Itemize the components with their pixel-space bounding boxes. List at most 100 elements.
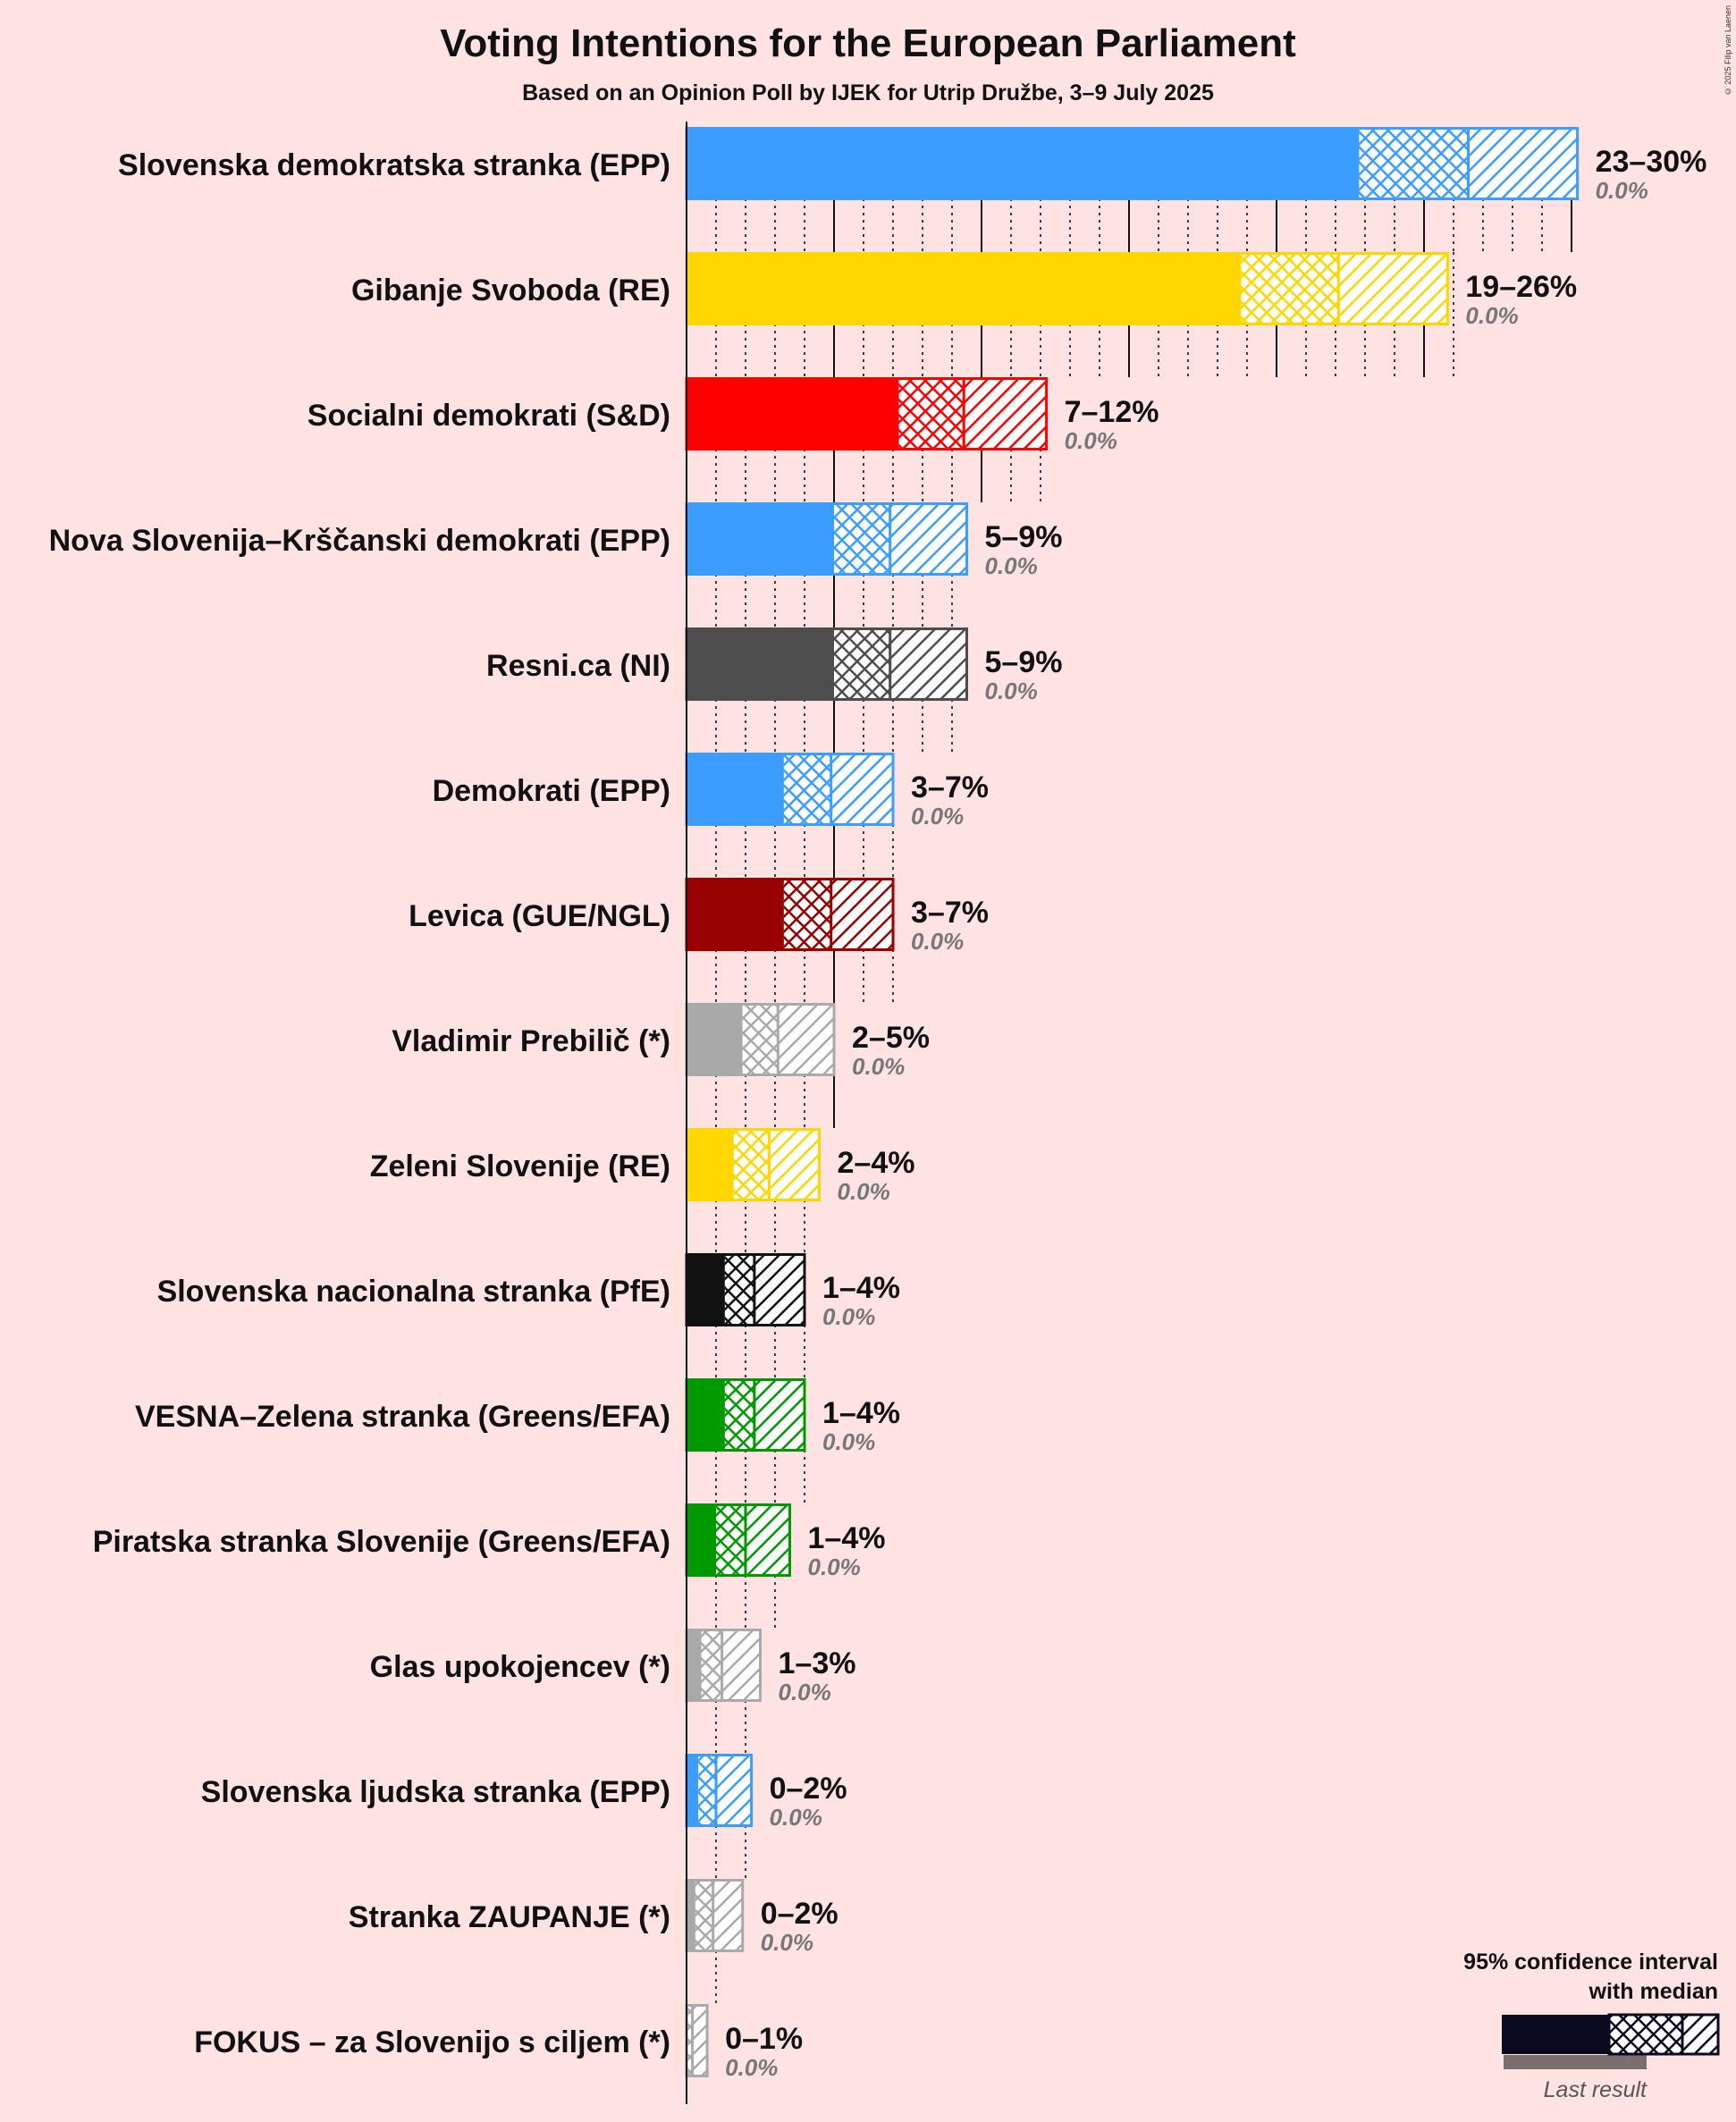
range-label: 0–1% [725, 2022, 803, 2056]
copyright-notice: © 2025 Filip van Laenen [1723, 5, 1732, 97]
bar-ci-upper [716, 1754, 752, 1827]
last-result-label: 0.0% [985, 552, 1038, 579]
bar-solid [687, 252, 1242, 325]
bar-ci-lower [698, 1754, 716, 1827]
party-label: Stranka ZAUPANJE (*) [349, 1900, 670, 1934]
legend-title-line1: 95% confidence interval [1463, 1949, 1718, 1975]
range-label: 1–4% [822, 1396, 900, 1430]
party-label: Piratska stranka Slovenije (Greens/EFA) [93, 1525, 670, 1559]
party-label: Levica (GUE/NGL) [409, 899, 670, 933]
range-label: 23–30% [1596, 145, 1707, 179]
last-result-label: 0.0% [1465, 302, 1518, 329]
last-result-label: 0.0% [808, 1554, 861, 1580]
bar-ci-upper [1338, 252, 1448, 325]
bar-solid [687, 502, 834, 576]
party-label: Vladimir Prebilič (*) [392, 1024, 670, 1058]
bar-ci-lower [742, 1003, 779, 1076]
legend-crosshatch-swatch [1607, 2013, 1684, 2056]
bar-solid [687, 1378, 725, 1452]
party-label: Demokrati (EPP) [433, 774, 670, 808]
bar-ci-lower [834, 627, 890, 701]
last-result-label: 0.0% [838, 1178, 890, 1205]
bar-ci-lower [1241, 252, 1339, 325]
party-label: Zeleni Slovenije (RE) [370, 1149, 670, 1183]
bar-ci-upper [830, 753, 893, 826]
party-label: Slovenska ljudska stranka (EPP) [201, 1775, 670, 1809]
bar-ci-upper [964, 377, 1047, 451]
bar-solid [687, 878, 784, 951]
legend-last-result-bar [1504, 2055, 1647, 2069]
bar-ci-upper [1468, 127, 1578, 200]
bar-solid [687, 127, 1360, 200]
last-result-label: 0.0% [985, 678, 1038, 704]
range-label: 3–7% [911, 896, 989, 930]
bar-ci-lower [687, 2004, 693, 2077]
range-label: 2–5% [852, 1021, 930, 1055]
bar-solid [687, 1128, 734, 1201]
bar-ci-lower [716, 1503, 746, 1577]
bar-ci-lower [701, 1629, 722, 1702]
legend: 95% confidence interval with median Last… [1463, 1949, 1720, 2102]
party-label: Gibanje Svoboda (RE) [351, 274, 670, 307]
bar-ci-lower [724, 1253, 754, 1326]
last-result-label: 0.0% [911, 928, 964, 955]
chart-title: Voting Intentions for the European Parli… [440, 21, 1296, 65]
bar-ci-lower [695, 1879, 713, 1952]
last-result-label: 0.0% [761, 1929, 813, 1956]
bar-ci-lower [898, 377, 965, 451]
bar-ci-lower [1359, 127, 1469, 200]
bar-ci-upper [746, 1503, 790, 1577]
legend-title-line2: with median [1589, 1979, 1718, 2004]
bar-ci-lower [733, 1128, 770, 1201]
range-label: 0–2% [770, 1772, 847, 1806]
bar-solid [687, 1003, 743, 1076]
bar-ci-upper [889, 627, 967, 701]
last-result-label: 0.0% [1596, 177, 1648, 204]
bar-solid [687, 1503, 716, 1577]
bar-ci-upper [778, 1003, 834, 1076]
party-label: Socialni demokrati (S&D) [308, 399, 670, 433]
last-result-label: 0.0% [770, 1804, 822, 1831]
range-label: 7–12% [1065, 395, 1159, 429]
bar-solid [687, 1629, 702, 1702]
party-label: Slovenska nacionalna stranka (PfE) [157, 1275, 670, 1309]
legend-last-result-label: Last result [1544, 2077, 1648, 2102]
party-label: Nova Slovenija–Krščanski demokrati (EPP) [49, 524, 670, 558]
bar-solid [687, 1754, 699, 1827]
bar-ci-upper [754, 1378, 805, 1452]
bar-ci-upper [769, 1128, 820, 1201]
party-label: Resni.ca (NI) [486, 649, 670, 683]
last-result-label: 0.0% [911, 803, 964, 829]
bar-ci-lower [783, 878, 831, 951]
bar-ci-upper [889, 502, 967, 576]
labels: Slovenska demokratska stranka (EPP) 23–30… [49, 145, 1707, 2081]
range-label: 2–4% [838, 1146, 915, 1180]
bar-solid [687, 753, 784, 826]
range-label: 5–9% [985, 520, 1063, 554]
legend-hatch-swatch [1681, 2013, 1720, 2056]
bar-solid [687, 1879, 695, 1952]
range-label: 1–4% [822, 1271, 900, 1305]
bar-ci-upper [712, 1879, 743, 1952]
bar-solid [687, 377, 899, 451]
last-result-label: 0.0% [779, 1679, 831, 1705]
bar-solid [687, 1253, 725, 1326]
party-label: Slovenska demokratska stranka (EPP) [118, 148, 670, 182]
party-label: Glas upokojencev (*) [370, 1650, 670, 1684]
range-label: 1–3% [779, 1646, 856, 1680]
bar-ci-lower [724, 1378, 754, 1452]
bar-ci-lower [834, 502, 890, 576]
last-result-label: 0.0% [1065, 427, 1117, 454]
bar-ci-upper [721, 1629, 761, 1702]
party-label: FOKUS – za Slovenijo s ciljem (*) [194, 2025, 670, 2059]
bar-ci-lower [783, 753, 831, 826]
bars [685, 127, 1580, 2077]
range-label: 5–9% [985, 645, 1063, 679]
last-result-label: 0.0% [852, 1053, 905, 1080]
last-result-label: 0.0% [822, 1303, 875, 1330]
bar-ci-upper [754, 1253, 805, 1326]
range-label: 0–2% [761, 1897, 839, 1931]
last-result-label: 0.0% [822, 1428, 875, 1455]
party-label: VESNA–Zelena stranka (Greens/EFA) [135, 1400, 670, 1434]
